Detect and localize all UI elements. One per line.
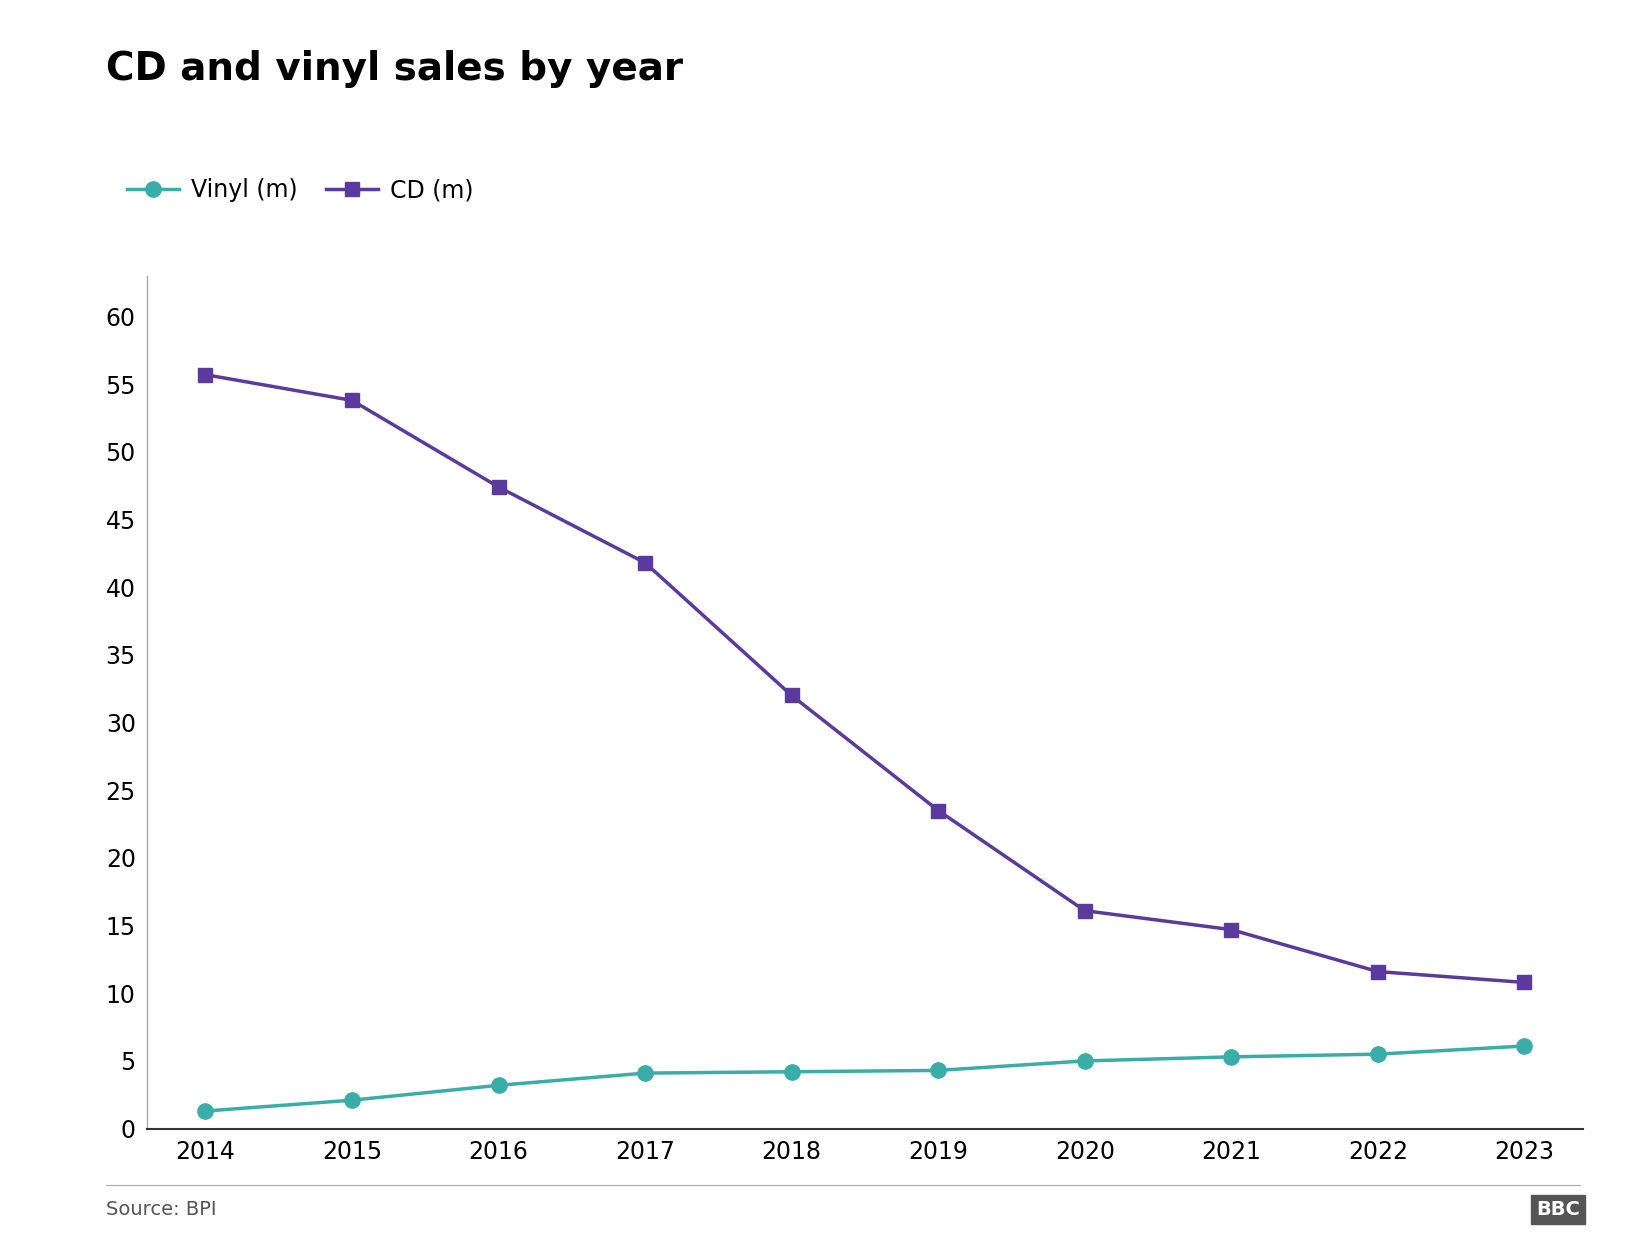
Text: CD and vinyl sales by year: CD and vinyl sales by year <box>106 50 684 88</box>
Legend: Vinyl (m), CD (m): Vinyl (m), CD (m) <box>118 168 483 212</box>
Text: Source: BPI: Source: BPI <box>106 1200 217 1219</box>
Text: BBC: BBC <box>1536 1200 1580 1219</box>
